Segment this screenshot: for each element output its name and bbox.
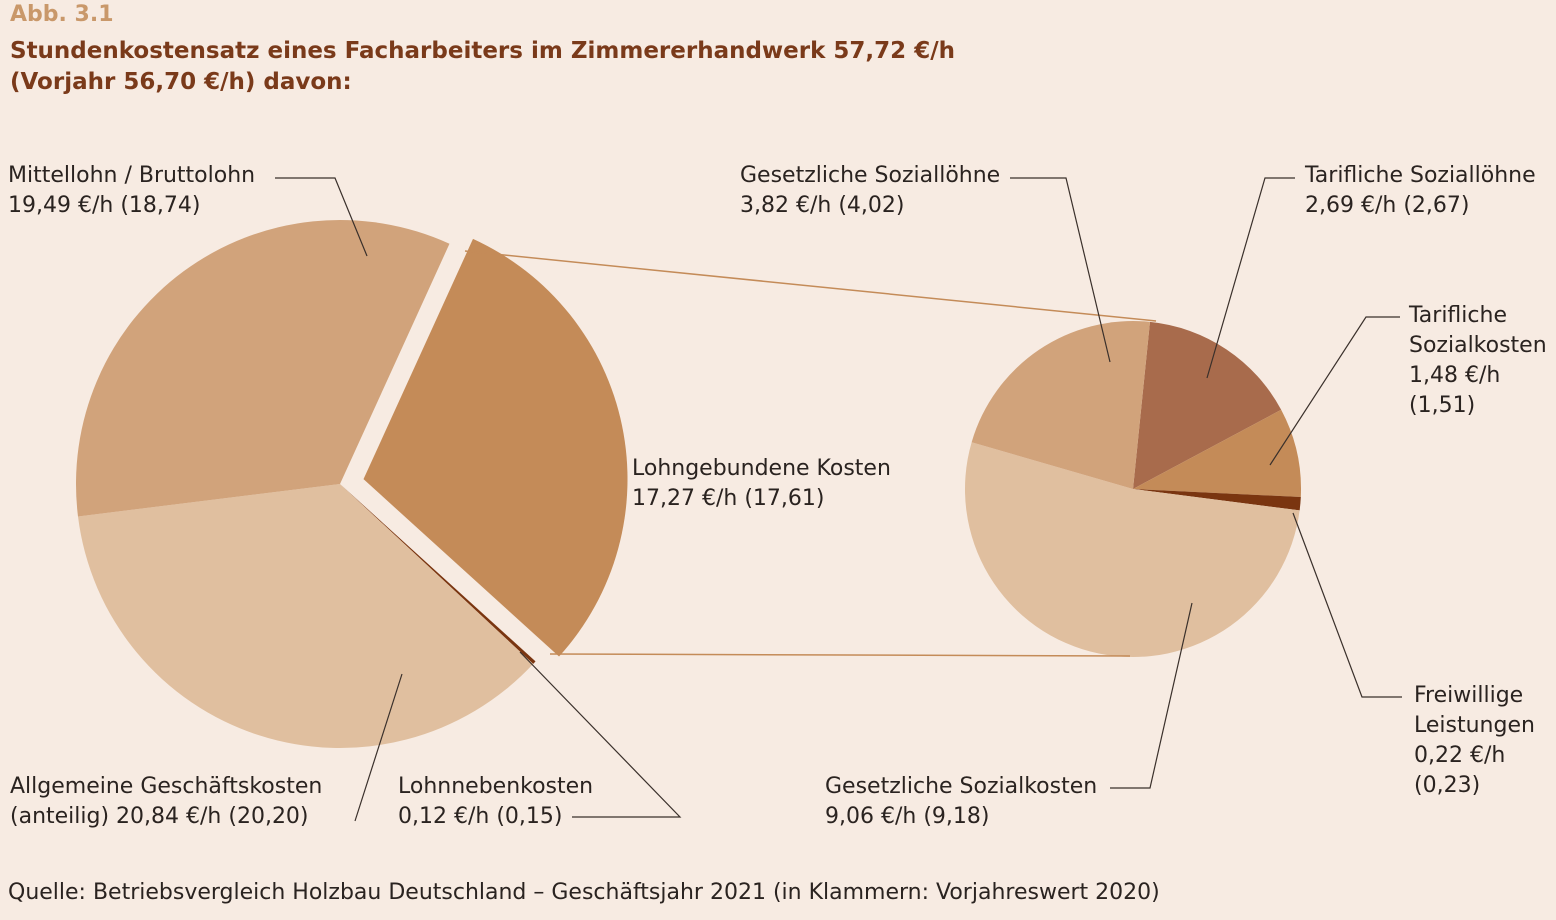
leader-gesetzl-sozialkosten	[1110, 602, 1193, 789]
label-freiwillig-line4: (0,23)	[1414, 773, 1481, 798]
label-allgemein-line2: (anteilig) 20,84 €/h (20,20)	[10, 804, 309, 829]
label-lohngebunden-value: 17,27 €/h (17,61)	[632, 486, 825, 511]
chart-title: Stundenkostensatz eines Facharbeiters im…	[10, 36, 955, 98]
source-note: Quelle: Betriebsvergleich Holzbau Deutsc…	[8, 880, 1160, 905]
label-gesetzl-soziallohne-name: Gesetzliche Soziallöhne	[740, 163, 1001, 188]
label-mittellohn: Mittellohn / Bruttolohn 19,49 €/h (18,74…	[8, 161, 255, 221]
label-tarifl-sozialkosten: Tarifliche Sozialkosten 1,48 €/h (1,51)	[1409, 301, 1547, 421]
label-mittellohn-name: Mittellohn / Bruttolohn	[8, 163, 256, 188]
label-gesetzl-sozialkosten-name: Gesetzliche Sozialkosten	[825, 774, 1098, 799]
pie-slice-gesetzl-sozialkosten	[964, 442, 1300, 658]
figure-number: Abb. 3.1	[10, 2, 114, 27]
label-lohngebunden-name: Lohngebundene Kosten	[632, 456, 891, 481]
pie-slice-tarifl-soziallohne	[1133, 321, 1282, 489]
label-lohngebunden: Lohngebundene Kosten 17,27 €/h (17,61)	[632, 454, 891, 514]
label-lohnneben-value: 0,12 €/h (0,15)	[398, 804, 563, 829]
leader-lines	[275, 177, 1402, 822]
pie-slice-allgemein	[78, 484, 534, 749]
leader-tarifl-sozialkosten	[1269, 316, 1400, 466]
pie-slice-lohngebunden	[363, 238, 628, 657]
label-gesetzl-sozialkosten-value: 9,06 €/h (9,18)	[825, 804, 990, 829]
pie-slice-freiwillig	[1133, 489, 1301, 511]
pie-slice-lohnneben	[340, 484, 536, 664]
leader-allgemein	[354, 673, 403, 822]
label-tarifl-sozialkosten-line3: 1,48 €/h	[1409, 363, 1501, 388]
label-allgemein: Allgemeine Geschäftskosten (anteilig) 20…	[10, 772, 322, 832]
label-freiwillig: Freiwillige Leistungen 0,22 €/h (0,23)	[1414, 681, 1535, 801]
label-tarifl-soziallohne-value: 2,69 €/h (2,67)	[1305, 193, 1470, 218]
label-tarifl-soziallohne: Tarifliche Soziallöhne 2,69 €/h (2,67)	[1305, 161, 1536, 221]
detail-pie	[964, 320, 1302, 658]
label-lohnneben: Lohnnebenkosten 0,12 €/h (0,15)	[398, 772, 593, 832]
connector-bottom	[549, 653, 1131, 657]
leader-mittellohn	[275, 177, 368, 257]
label-gesetzl-soziallohne: Gesetzliche Soziallöhne 3,82 €/h (4,02)	[740, 161, 1000, 221]
label-gesetzl-sozialkosten: Gesetzliche Sozialkosten 9,06 €/h (9,18)	[825, 772, 1097, 832]
label-freiwillig-line3: 0,22 €/h	[1414, 743, 1506, 768]
pie-slice-mittellohn	[75, 219, 450, 517]
label-gesetzl-soziallohne-value: 3,82 €/h (4,02)	[740, 193, 905, 218]
pie-slice-gesetzl-soziallohne	[971, 320, 1150, 489]
pie-slice-tarifl-sozialkosten	[1133, 409, 1302, 497]
label-mittellohn-value: 19,49 €/h (18,74)	[8, 193, 201, 218]
leader-lohnneben	[519, 651, 682, 818]
chart-title-line2: (Vorjahr 56,70 €/h) davon:	[10, 69, 352, 95]
leader-freiwillig	[1292, 512, 1402, 698]
label-tarifl-sozialkosten-line2: Sozialkosten	[1409, 333, 1547, 358]
connector-top	[464, 250, 1157, 322]
label-freiwillig-line2: Leistungen	[1414, 713, 1535, 738]
leader-gesetzl-soziallohne	[1010, 177, 1111, 363]
label-freiwillig-line1: Freiwillige	[1414, 683, 1524, 708]
label-tarifl-sozialkosten-line4: (1,51)	[1409, 393, 1476, 418]
chart-title-line1: Stundenkostensatz eines Facharbeiters im…	[10, 38, 955, 64]
label-tarifl-soziallohne-name: Tarifliche Soziallöhne	[1305, 163, 1536, 188]
main-pie	[75, 219, 628, 749]
label-allgemein-line1: Allgemeine Geschäftskosten	[10, 774, 323, 799]
leader-tarifl-soziallohne	[1206, 177, 1295, 379]
label-tarifl-sozialkosten-line1: Tarifliche	[1409, 303, 1507, 328]
label-lohnneben-name: Lohnnebenkosten	[398, 774, 594, 799]
